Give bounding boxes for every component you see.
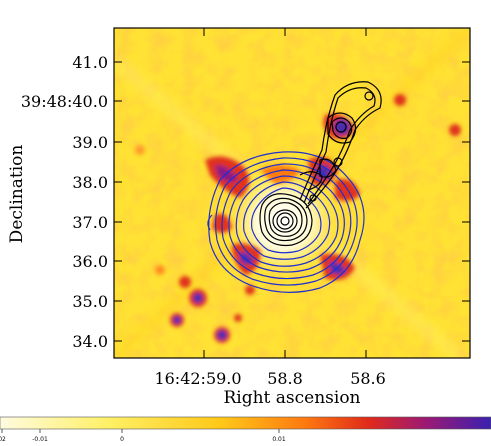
y-tick-label: 39.0 <box>72 133 108 152</box>
colorbar-tick-label: -0.01 <box>32 436 48 443</box>
y-tick-label: 39:48:40.0 <box>21 92 108 111</box>
y-tick-label: 37.0 <box>72 213 108 232</box>
y-axis-title: Declination <box>7 145 27 244</box>
y-tick-label: 34.0 <box>72 332 108 351</box>
colorbar-gradient <box>0 416 491 430</box>
y-tick-labels: 41.0 39:48:40.0 39.0 38.0 37.0 36.0 35.0… <box>21 53 108 351</box>
x-tick-label: 16:42:59.0 <box>154 369 241 388</box>
x-tick-label: 58.6 <box>350 369 386 388</box>
y-tick-label: 38.0 <box>72 173 108 192</box>
emission-map <box>114 28 470 358</box>
y-tick-label: 35.0 <box>72 292 108 311</box>
x-axis-title: Right ascension <box>223 388 360 408</box>
colorbar-tick-label: 0.01 <box>272 436 286 443</box>
colorbar-tick-label: 02 <box>0 436 6 443</box>
black-contours <box>259 81 382 247</box>
blue-contours <box>207 151 365 293</box>
y-tick-label: 41.0 <box>72 53 108 72</box>
y-tick-label: 36.0 <box>72 252 108 271</box>
colorbar-tick-label: 0 <box>120 436 124 443</box>
x-tick-labels: 16:42:59.0 58.8 58.6 <box>154 369 385 388</box>
plot-frame <box>113 27 471 359</box>
x-tick-label: 58.8 <box>267 369 303 388</box>
colorbar: 02 -0.01 0 0.01 <box>0 416 491 443</box>
